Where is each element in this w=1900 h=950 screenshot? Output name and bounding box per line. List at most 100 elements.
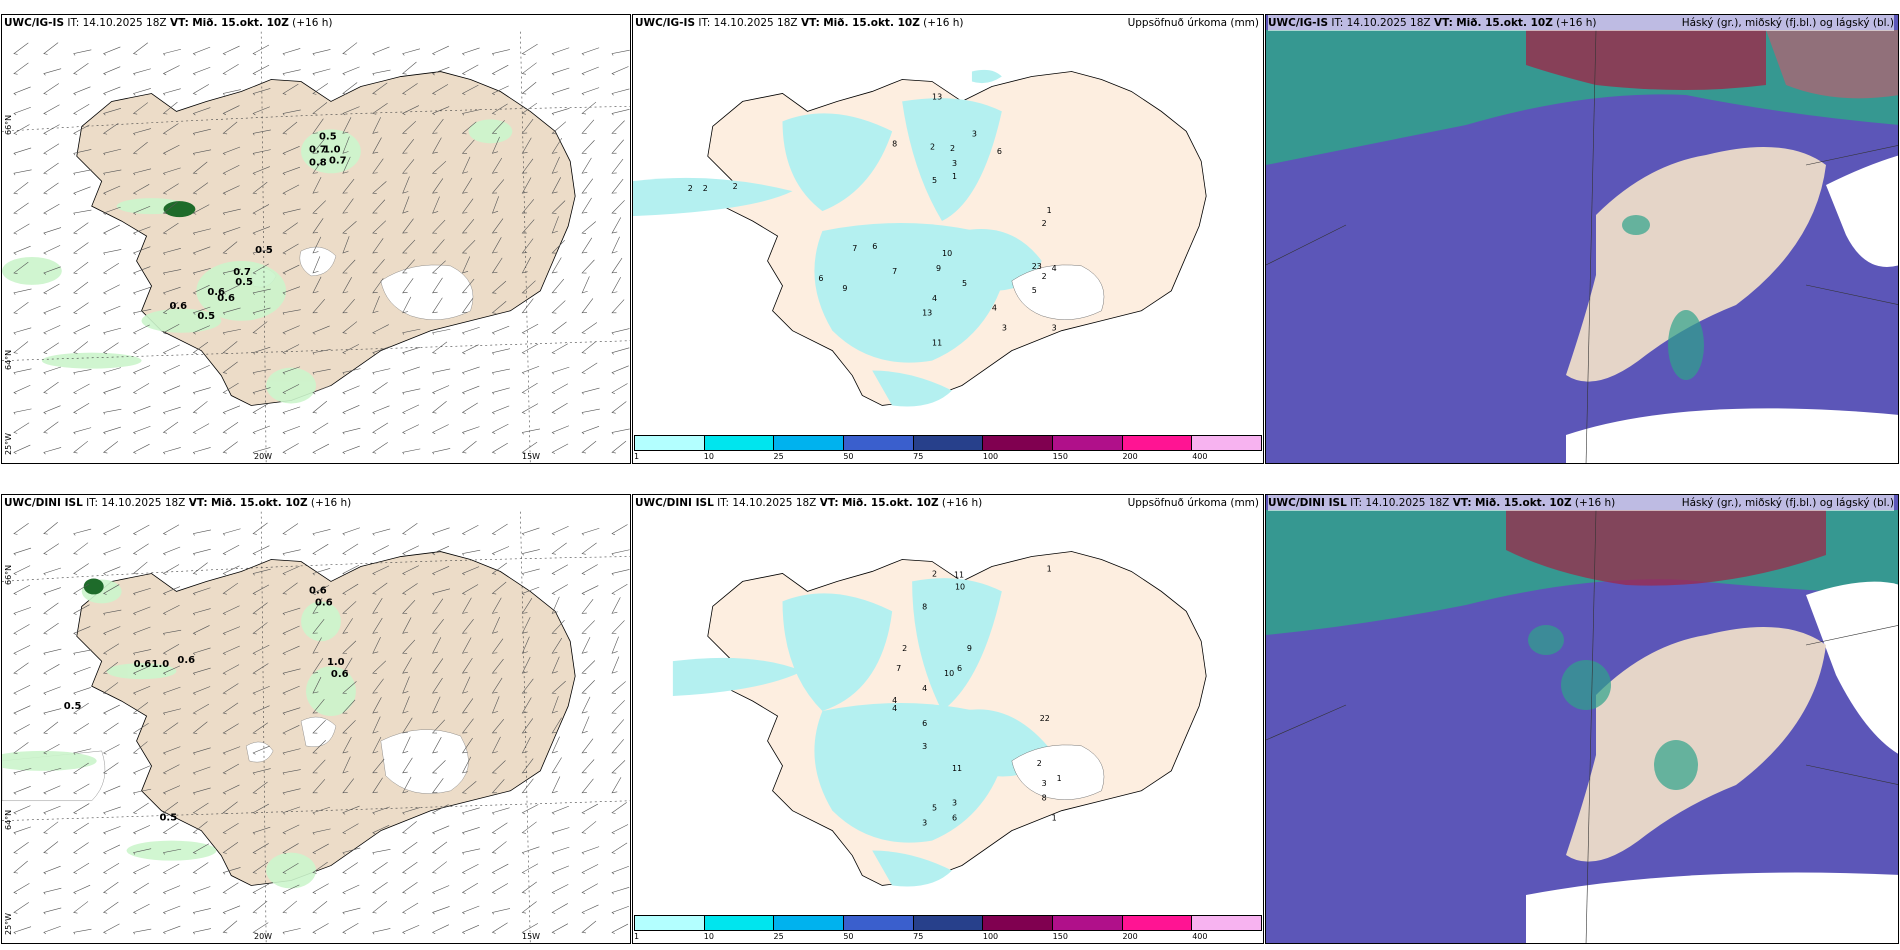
wind-barb bbox=[402, 736, 411, 754]
wind-barb bbox=[461, 698, 474, 714]
wind-barb bbox=[461, 256, 471, 274]
lat-label: 64°N bbox=[4, 809, 13, 830]
precip-value: 9 bbox=[842, 284, 847, 293]
wind-barb bbox=[192, 625, 210, 635]
wind-barb bbox=[282, 69, 301, 76]
wind-value: 0.5 bbox=[255, 245, 273, 256]
wind-barb bbox=[132, 141, 148, 155]
precip-value: 13 bbox=[932, 92, 942, 101]
wind-barb bbox=[73, 748, 92, 755]
wind-barb bbox=[461, 278, 475, 294]
wind-barb bbox=[491, 179, 505, 194]
wind-barb bbox=[163, 848, 182, 855]
wind-barb bbox=[521, 428, 541, 435]
wind-barb bbox=[222, 565, 240, 576]
wind-value: 0.6 bbox=[134, 659, 152, 670]
wind-barb bbox=[402, 388, 421, 395]
wind-barb bbox=[222, 746, 241, 755]
wind-barb bbox=[103, 66, 121, 76]
wind-barb bbox=[102, 881, 119, 894]
wind-barb bbox=[282, 243, 299, 255]
wind-barb bbox=[192, 84, 209, 95]
wind-map: 0.50.71.00.8 0.70.50.70.50.60.60.60.5 bbox=[2, 31, 630, 463]
wind-barb bbox=[13, 181, 29, 195]
wind-barb bbox=[312, 568, 331, 576]
wind-barb bbox=[282, 325, 300, 335]
wind-barb bbox=[132, 606, 151, 616]
wind-barb bbox=[491, 157, 503, 174]
wind-barb bbox=[521, 158, 534, 174]
wind-barb bbox=[461, 781, 477, 794]
wind-barb bbox=[581, 821, 597, 834]
wind-barb bbox=[551, 596, 560, 614]
wind-barb bbox=[312, 901, 328, 914]
wind-barb bbox=[432, 297, 443, 314]
wind-barb bbox=[132, 184, 150, 195]
wind-barb bbox=[402, 776, 412, 794]
wind-barb bbox=[73, 563, 89, 575]
colorbar-swatch bbox=[635, 436, 705, 450]
wind-barb bbox=[342, 82, 358, 95]
wind-barb bbox=[342, 221, 357, 234]
colorbar-swatch bbox=[704, 916, 775, 930]
wind-barb bbox=[372, 565, 390, 576]
wind-barb bbox=[611, 401, 627, 414]
wind-barb bbox=[132, 443, 150, 454]
precip-value: 3 bbox=[922, 819, 927, 828]
wind-barb bbox=[222, 626, 241, 636]
wind-barb bbox=[611, 905, 630, 915]
wind-barb bbox=[402, 523, 418, 535]
light-precip-areas bbox=[672, 578, 1052, 887]
wind-barb bbox=[342, 136, 350, 154]
wind-barb bbox=[491, 280, 507, 294]
wind-barb bbox=[132, 741, 148, 754]
wind-barb bbox=[581, 920, 597, 934]
wind-barb bbox=[252, 568, 271, 576]
wind-barb bbox=[551, 383, 569, 395]
wind-barb bbox=[222, 723, 239, 735]
wind-barb bbox=[372, 901, 388, 914]
wind-barb bbox=[222, 905, 241, 915]
wind-barb bbox=[402, 159, 415, 174]
wind-barb bbox=[162, 801, 179, 814]
wind-barb bbox=[252, 368, 271, 375]
wind-barb bbox=[252, 88, 271, 96]
panel-title: Háský (gr.), miðský (fj.bl.) og lágský (… bbox=[1681, 17, 1894, 29]
wind-value: 0.7 bbox=[329, 155, 347, 166]
wind-barb bbox=[312, 443, 330, 454]
wind-barb bbox=[312, 83, 329, 95]
colorbar: 1 10 25 50 75 100 150 200 400 bbox=[634, 915, 1262, 941]
precip-value: 7 bbox=[892, 267, 897, 276]
wind-barb bbox=[312, 139, 325, 154]
wind-barb bbox=[132, 226, 151, 235]
wind-barb bbox=[73, 302, 89, 314]
wind-barb bbox=[551, 757, 562, 774]
wind-barb bbox=[342, 736, 352, 754]
wind-barb bbox=[192, 686, 211, 695]
wind-barb bbox=[192, 703, 210, 715]
wind-barb bbox=[252, 346, 271, 355]
wind-barb bbox=[372, 158, 384, 174]
wind-barb bbox=[222, 328, 241, 335]
wind-barb bbox=[402, 61, 417, 75]
colorbar: 1 10 25 50 75 100 150 200 400 bbox=[634, 435, 1262, 461]
colorbar-tick: 50 bbox=[843, 932, 854, 941]
wind-barb bbox=[462, 848, 481, 855]
wind-barb bbox=[312, 218, 324, 234]
wind-barb bbox=[103, 704, 120, 715]
wind-barb bbox=[581, 87, 600, 96]
wind-barb bbox=[342, 543, 359, 555]
precip-value: 9 bbox=[967, 644, 972, 653]
wind-barb bbox=[402, 757, 413, 774]
wind-barb bbox=[551, 619, 565, 634]
wind-barb bbox=[73, 626, 91, 636]
wind-barb bbox=[312, 619, 325, 634]
wind-barb bbox=[402, 807, 420, 815]
colorbar-swatch bbox=[844, 436, 914, 450]
wind-barb bbox=[252, 166, 270, 176]
wind-barb bbox=[491, 562, 508, 575]
wind-barb bbox=[402, 600, 416, 614]
wind-barb bbox=[13, 245, 31, 255]
precip-core bbox=[83, 578, 104, 595]
wind-barb bbox=[581, 298, 594, 314]
